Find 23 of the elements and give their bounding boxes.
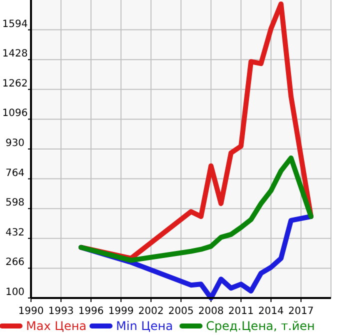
x-tick-label: 1990 (18, 306, 44, 317)
legend-label: Max Цена (26, 319, 87, 333)
x-tick-label: 2017 (288, 306, 314, 317)
y-tick-label: 1262 (2, 78, 28, 90)
y-tick-label: 1428 (2, 48, 28, 60)
x-tick-label: 2002 (138, 306, 164, 317)
y-tick-label: 100 (5, 287, 25, 298)
y-tick-label: 432 (5, 227, 25, 238)
y-tick-label: 764 (5, 168, 25, 179)
y-tick-label: 598 (5, 198, 25, 209)
y-tick-label: 1594 (2, 18, 28, 30)
x-tick-label: 2011 (228, 306, 254, 317)
x-tick-label: 2005 (168, 306, 194, 317)
y-tick-label: 266 (5, 257, 25, 268)
x-tick-label: 2008 (198, 306, 224, 317)
y-tick-label: 930 (5, 138, 25, 149)
y-tick-label: 1096 (2, 108, 28, 120)
x-tick-label: 1993 (48, 306, 74, 317)
x-tick-label: 1996 (78, 306, 104, 317)
x-tick-label: 1999 (108, 306, 134, 317)
legend-label: Min Цена (116, 319, 174, 333)
x-tick-label: 2014 (258, 306, 284, 317)
legend-label: Сред.Цена, т.йен (206, 319, 315, 333)
